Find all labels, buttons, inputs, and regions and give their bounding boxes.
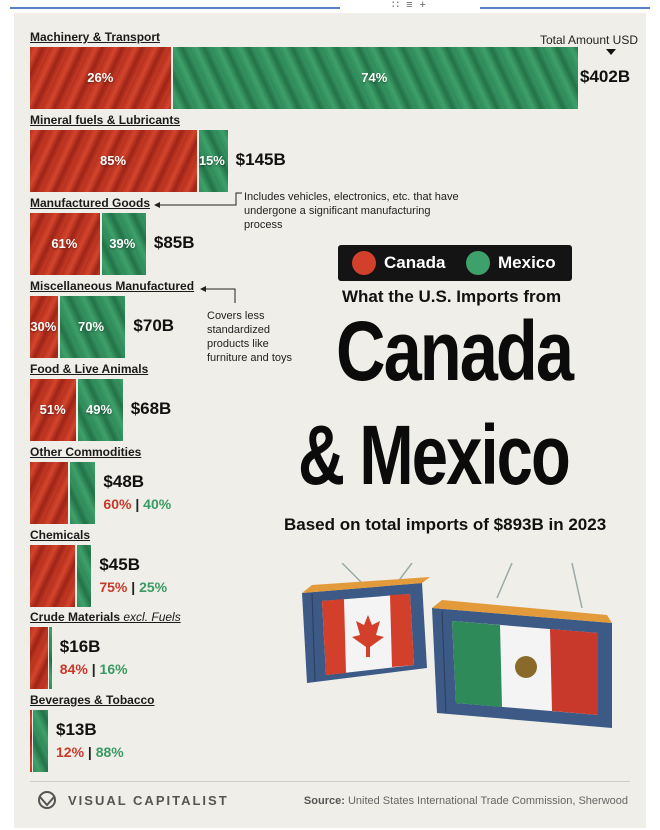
bar-segment-canada xyxy=(30,296,58,358)
annotation-arrow-manufactured xyxy=(154,192,242,208)
category-share-labels: 84% | 16% xyxy=(60,661,128,677)
bar-segment-canada xyxy=(30,130,197,192)
share-separator: | xyxy=(84,744,96,760)
bar-segment-mexico xyxy=(101,213,146,275)
bar-segment-mexico xyxy=(70,462,96,524)
legend-canada-label: Canada xyxy=(384,253,446,272)
bar-segment-canada xyxy=(30,462,69,524)
category-label-text: Crude Materials xyxy=(30,610,121,624)
category-total-value: $45B xyxy=(99,555,140,574)
bar-segment-mexico xyxy=(77,545,92,607)
bar-segment-canada xyxy=(30,627,48,689)
mexico-percent-label: 16% xyxy=(99,661,128,677)
mexico-percent-label: 70% xyxy=(78,319,105,334)
category-share-labels: 75% | 25% xyxy=(99,579,167,595)
source-text: Source: United States International Trad… xyxy=(304,795,628,807)
bar-segment-mexico xyxy=(199,130,228,192)
category-label-text: Food & Live Animals xyxy=(30,362,149,376)
category-label: Other Commodities xyxy=(30,445,141,459)
legend-mexico-label: Mexico xyxy=(498,253,556,272)
bar-segment-mexico xyxy=(48,627,52,689)
category-label: Crude Materials excl. Fuels xyxy=(30,610,181,624)
category-label-text: Mineral fuels & Lubricants xyxy=(30,113,181,127)
infographic-poster: Total Amount USD Machinery & Transport 26… xyxy=(14,13,646,828)
title-canada: Canada xyxy=(336,304,574,398)
share-separator: | xyxy=(131,496,144,512)
bar-segment-canada xyxy=(30,47,172,109)
visual-capitalist-logo-icon xyxy=(38,791,56,809)
top-toolbar-glyphs[interactable]: ∷ ≡ + xyxy=(340,0,480,11)
bar-segment-mexico xyxy=(32,710,48,772)
mexico-percent-label: 25% xyxy=(139,579,168,595)
top-divider-line xyxy=(10,7,650,9)
mexico-percent-label: 15% xyxy=(198,153,225,168)
category-label-text: Machinery & Transport xyxy=(30,30,161,44)
maple-leaf-icon xyxy=(352,615,384,657)
category-label-text: Manufactured Goods xyxy=(30,196,151,210)
canada-percent-label: 30% xyxy=(30,319,57,334)
category-label-text: Chemicals xyxy=(30,528,91,542)
category-label: Chemicals xyxy=(30,528,90,542)
bar-segment-canada xyxy=(30,379,77,441)
category-total-value: $68B xyxy=(130,399,172,418)
category-total-value: $13B xyxy=(56,720,97,739)
source-label: Source: xyxy=(303,795,345,807)
share-separator: | xyxy=(127,579,140,595)
mexico-percent-label: 49% xyxy=(85,402,113,417)
canada-percent-label: 75% xyxy=(99,579,128,595)
annotation-arrow-misc xyxy=(200,286,236,303)
bar-segment-mexico xyxy=(173,47,578,109)
category-label: Miscellaneous Manufactured xyxy=(30,279,194,293)
canada-percent-label: 51% xyxy=(39,402,66,417)
canada-percent-label: 84% xyxy=(59,661,88,677)
bar-segment-canada xyxy=(30,545,75,607)
category-total-value: $402B xyxy=(580,67,631,86)
title-mexico: & Mexico xyxy=(298,408,571,502)
category-label: Mineral fuels & Lubricants xyxy=(30,113,180,127)
mexico-emblem-icon xyxy=(515,656,537,678)
mexico-percent-label: 74% xyxy=(361,70,388,85)
category-total-value: $48B xyxy=(103,472,145,491)
brand-name: VISUAL CAPITALIST xyxy=(68,793,229,808)
canada-percent-label: 60% xyxy=(103,496,132,512)
legend-canada-swatch xyxy=(352,251,376,275)
mexico-percent-label: 40% xyxy=(143,496,172,512)
category-total-value: $16B xyxy=(59,637,101,656)
mexico-percent-label: 39% xyxy=(109,236,136,251)
bar-segment-canada xyxy=(30,213,100,275)
share-separator: | xyxy=(87,661,100,677)
category-total-value: $85B xyxy=(153,233,195,252)
legend: Canada Mexico xyxy=(338,245,572,281)
category-label: Manufactured Goods xyxy=(30,196,150,210)
annotation-misc: Covers less standardized products like f… xyxy=(207,310,292,364)
category-label-text: Other Commodities xyxy=(30,445,142,459)
canada-percent-label: 12% xyxy=(56,744,85,760)
source-value: United States International Trade Commis… xyxy=(347,795,628,807)
annotation-manufactured: Includes vehicles, electronics, etc. tha… xyxy=(244,191,459,231)
canada-percent-label: 26% xyxy=(87,70,114,85)
category-share-labels: 12% | 88% xyxy=(56,744,124,760)
category-label: Beverages & Tobacco xyxy=(30,693,155,707)
bar-segment-mexico xyxy=(59,296,126,358)
legend-mexico-swatch xyxy=(466,251,490,275)
shipping-containers-illustration xyxy=(302,563,612,728)
category-label-text: Beverages & Tobacco xyxy=(30,693,155,707)
subtitle-based-on: Based on total imports of $893B in 2023 xyxy=(284,515,607,534)
category-total-value: $70B xyxy=(133,316,175,335)
category-label-qualifier: excl. Fuels xyxy=(120,610,181,624)
title-lead: What the U.S. Imports from xyxy=(342,287,562,306)
category-label-text: Miscellaneous Manufactured xyxy=(30,279,195,293)
canada-percent-label: 61% xyxy=(51,236,78,251)
category-label: Food & Live Animals xyxy=(30,362,148,376)
bar-segment-canada xyxy=(30,710,32,772)
canada-percent-label: 85% xyxy=(100,153,127,168)
category-total-value: $145B xyxy=(235,150,286,169)
category-share-labels: 60% | 40% xyxy=(103,496,171,512)
total-amount-arrow-icon xyxy=(606,49,616,55)
total-amount-label: Total Amount USD xyxy=(539,33,638,47)
category-label: Machinery & Transport xyxy=(30,30,160,44)
footer-divider xyxy=(30,781,630,782)
mexico-percent-label: 88% xyxy=(95,744,124,760)
bar-segment-mexico xyxy=(78,379,123,441)
